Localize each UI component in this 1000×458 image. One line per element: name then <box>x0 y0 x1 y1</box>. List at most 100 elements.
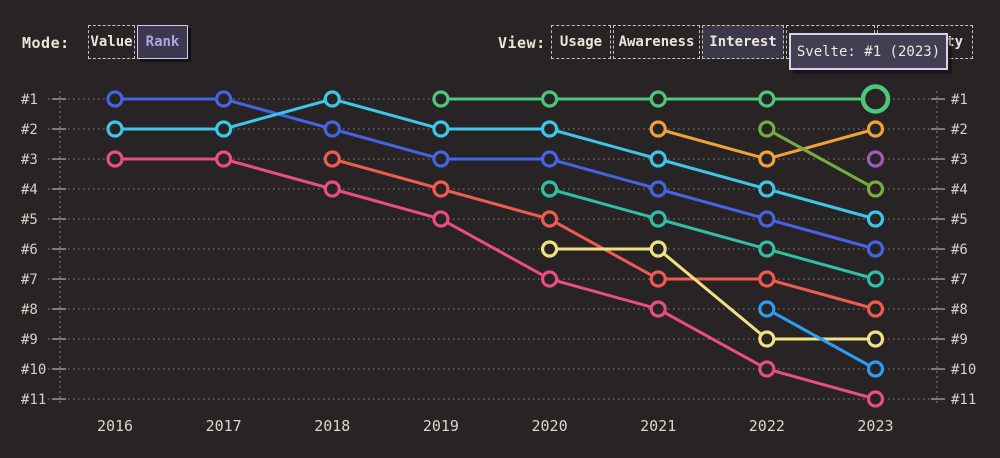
data-point-Svelte-2021[interactable] <box>649 90 667 108</box>
data-point-purple-2023[interactable] <box>866 150 885 168</box>
data-point-magenta-pink-2018[interactable] <box>323 180 341 198</box>
data-point-royal-blue-2021[interactable] <box>649 180 667 198</box>
right-axis-rank-label: #6 <box>951 242 968 258</box>
left-axis-rank-label: #6 <box>21 242 38 258</box>
data-point-cyan-2021[interactable] <box>649 150 667 168</box>
right-axis-rank-label: #3 <box>951 152 968 168</box>
view-button-usage[interactable]: Usage <box>551 25 611 59</box>
line-coral <box>331 157 876 311</box>
series-amber-orange <box>649 120 885 168</box>
view-button-awareness[interactable]: Awareness <box>613 25 700 59</box>
data-point-cyan-2019[interactable] <box>432 120 450 138</box>
data-point-amber-orange-2021[interactable] <box>649 120 667 138</box>
x-axis-year-label: 2019 <box>423 417 459 435</box>
left-axis-rank-label: #7 <box>21 272 38 288</box>
data-point-teal-2023[interactable] <box>866 270 885 288</box>
series-olive-green <box>758 120 885 198</box>
data-point-royal-blue-2016[interactable] <box>106 90 124 108</box>
left-axis-rank-label: #2 <box>21 122 38 138</box>
series-teal <box>540 180 885 288</box>
data-point-magenta-pink-2017[interactable] <box>215 150 233 168</box>
data-point-cyan-2018[interactable] <box>323 90 341 108</box>
data-point-olive-green-2022[interactable] <box>758 120 776 138</box>
data-point-coral-2022[interactable] <box>758 270 776 288</box>
data-point-magenta-pink-2022[interactable] <box>758 360 776 378</box>
x-axis-year-label: 2016 <box>97 417 133 435</box>
series-cyan <box>106 90 885 228</box>
data-point-cyan-2023[interactable] <box>866 210 885 228</box>
data-point-khaki-yellow-2020[interactable] <box>540 240 559 258</box>
data-point-cyan-2020[interactable] <box>540 120 559 138</box>
data-point-Svelte-2022[interactable] <box>758 90 776 108</box>
x-axis-year-label: 2023 <box>857 417 893 435</box>
data-point-sky-blue-2022[interactable] <box>758 300 776 318</box>
right-axis-rank-label: #11 <box>951 392 976 408</box>
right-axis-rank-label: #7 <box>951 272 968 288</box>
data-point-sky-blue-2023[interactable] <box>866 360 885 378</box>
mode-button-rank[interactable]: Rank <box>137 25 188 59</box>
right-axis-rank-label: #9 <box>951 332 968 348</box>
left-axis-rank-label: #1 <box>21 92 38 108</box>
data-point-royal-blue-2020[interactable] <box>540 150 559 168</box>
data-point-olive-green-2023[interactable] <box>866 180 885 198</box>
right-axis-rank-label: #8 <box>951 302 968 318</box>
data-point-cyan-2016[interactable] <box>106 120 124 138</box>
line-olive-green <box>766 127 877 191</box>
series-sky-blue <box>758 300 885 378</box>
data-point-teal-2022[interactable] <box>758 240 776 258</box>
left-axis-rank-label: #4 <box>21 182 38 198</box>
x-axis-year-label: 2022 <box>749 417 785 435</box>
data-point-Svelte-2020[interactable] <box>540 90 559 108</box>
data-point-magenta-pink-2016[interactable] <box>106 150 124 168</box>
data-point-coral-2020[interactable] <box>540 210 559 228</box>
data-point-khaki-yellow-2023[interactable] <box>866 330 885 348</box>
right-axis-rank-label: #5 <box>951 212 968 228</box>
left-axis-rank-label: #11 <box>21 392 46 408</box>
data-point-royal-blue-2022[interactable] <box>758 210 776 228</box>
data-point-cyan-2022[interactable] <box>758 180 776 198</box>
data-point-amber-orange-2023[interactable] <box>866 120 885 138</box>
data-point-royal-blue-2017[interactable] <box>215 90 233 108</box>
view-button-interest[interactable]: Interest <box>702 25 784 59</box>
data-point-khaki-yellow-2021[interactable] <box>649 240 667 258</box>
line-sky-blue <box>766 307 877 371</box>
mode-button-value[interactable]: Value <box>88 25 135 59</box>
chart-grid: #1 #1 #2 #2 #3 #3 #4 #4 #5 #5 #6 #6 #7 #7 #8 #8 #9 #9 #10 #… <box>21 91 976 435</box>
right-axis-rank-label: #2 <box>951 122 968 138</box>
left-axis-rank-label: #9 <box>21 332 38 348</box>
data-point-Svelte-2019[interactable] <box>432 90 450 108</box>
data-point-magenta-pink-2020[interactable] <box>540 270 559 288</box>
series-purple <box>866 150 885 168</box>
x-axis-year-label: 2018 <box>314 417 350 435</box>
data-point-royal-blue-2018[interactable] <box>323 120 341 138</box>
data-point-coral-2018[interactable] <box>323 150 341 168</box>
series-royal-blue <box>106 90 885 258</box>
data-point-teal-2020[interactable] <box>540 180 559 198</box>
data-point-coral-2019[interactable] <box>432 180 450 198</box>
series-khaki-yellow <box>540 240 885 348</box>
data-point-royal-blue-2023[interactable] <box>866 240 885 258</box>
data-point-khaki-yellow-2022[interactable] <box>758 330 776 348</box>
data-point-royal-blue-2019[interactable] <box>432 150 450 168</box>
series-Svelte <box>432 84 891 114</box>
right-axis-rank-label: #4 <box>951 182 968 198</box>
data-point-magenta-pink-2019[interactable] <box>432 210 450 228</box>
left-axis-rank-label: #3 <box>21 152 38 168</box>
view-label: View: <box>498 34 546 52</box>
left-axis-rank-label: #10 <box>21 362 46 378</box>
line-royal-blue <box>115 97 876 251</box>
left-axis-rank-label: #5 <box>21 212 38 228</box>
data-point-teal-2021[interactable] <box>649 210 667 228</box>
data-point-coral-2021[interactable] <box>649 270 667 288</box>
data-point-amber-orange-2022[interactable] <box>758 150 776 168</box>
data-point-cyan-2017[interactable] <box>215 120 233 138</box>
data-point-magenta-pink-2021[interactable] <box>649 300 667 318</box>
x-axis-year-label: 2021 <box>640 417 676 435</box>
chart-tooltip: Svelte: #1 (2023) <box>789 33 948 70</box>
data-point-Svelte-2023[interactable] <box>860 84 891 114</box>
data-point-magenta-pink-2023[interactable] <box>866 390 885 408</box>
line-magenta-pink <box>115 157 876 401</box>
left-axis-rank-label: #8 <box>21 302 38 318</box>
data-point-coral-2023[interactable] <box>866 300 885 318</box>
